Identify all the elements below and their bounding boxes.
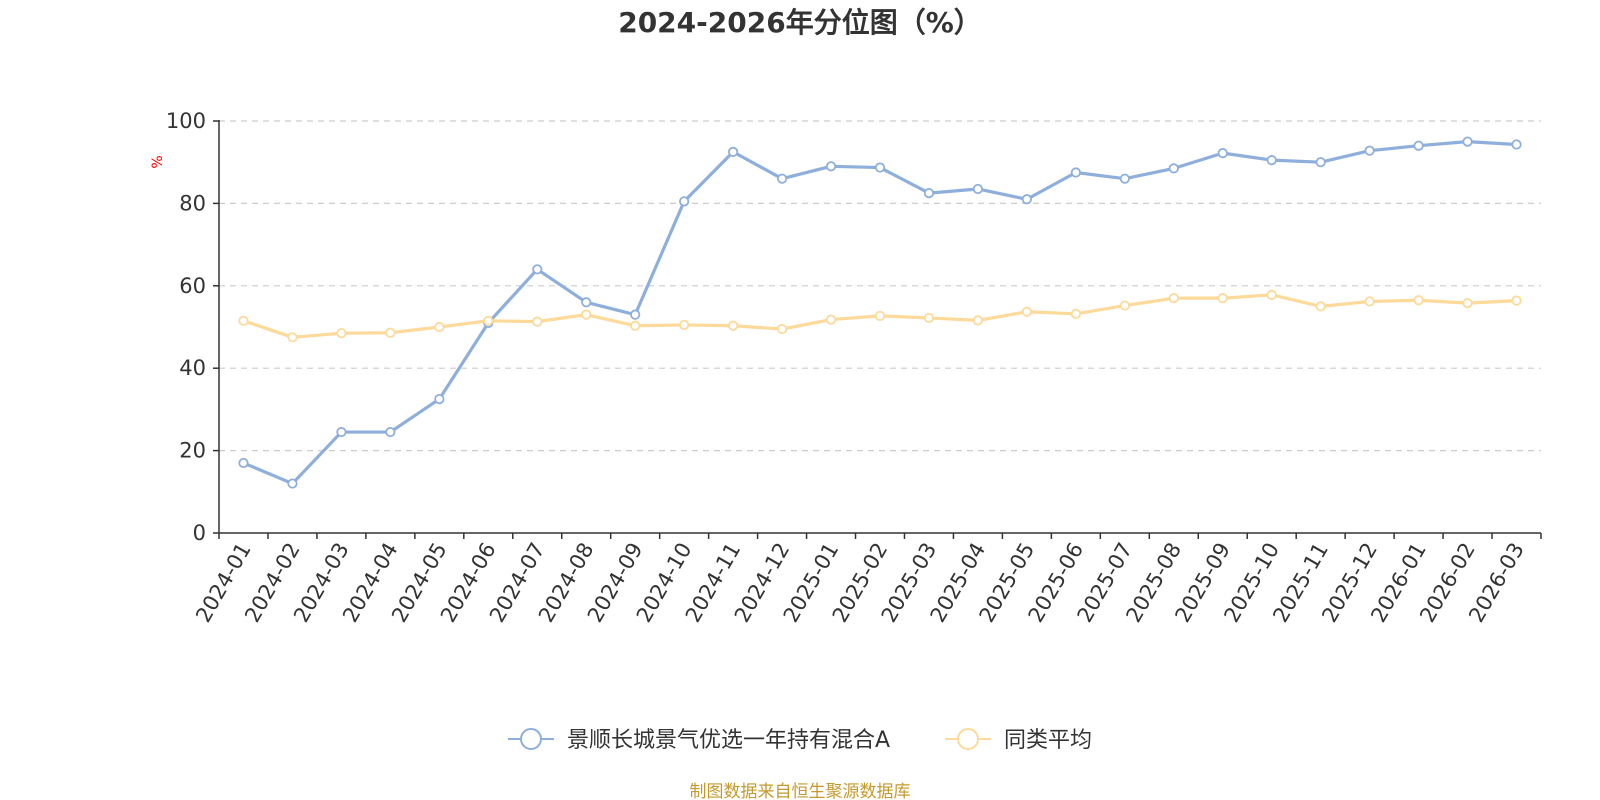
series-2-point-2024-06[interactable] — [483, 315, 494, 326]
series-1-point-2024-10[interactable] — [679, 196, 690, 207]
legend-marker-series-2[interactable] — [957, 728, 979, 750]
series-1-point-2025-10[interactable] — [1266, 155, 1277, 166]
series-2-point-2026-01[interactable] — [1413, 295, 1424, 306]
series-2-point-2024-08[interactable] — [581, 309, 592, 320]
legend-marker-series-1[interactable] — [520, 728, 542, 750]
series-1-point-2026-01[interactable] — [1413, 140, 1424, 151]
y-tick-label-100: 100 — [166, 109, 206, 133]
series-1-point-2025-08[interactable] — [1168, 163, 1179, 174]
series-1-point-2024-05[interactable] — [434, 393, 445, 405]
series-1-point-2026-02[interactable] — [1462, 136, 1473, 147]
series-2-point-2025-11[interactable] — [1315, 301, 1326, 312]
series-2-point-2024-09[interactable] — [630, 320, 641, 331]
series-2-point-2025-04[interactable] — [972, 315, 984, 326]
series-1-point-2025-07[interactable] — [1119, 173, 1130, 184]
series-2-point-2024-11[interactable] — [728, 320, 739, 331]
legend: 景顺长城景气优选一年持有混合A 同类平均 — [508, 728, 1092, 753]
series-2-point-2024-10[interactable] — [679, 319, 690, 331]
series-2-point-2025-10[interactable] — [1266, 289, 1277, 300]
gridlines — [219, 120, 1541, 452]
series-2-point-2024-05[interactable] — [434, 321, 445, 333]
series-lines — [238, 136, 1522, 489]
series-2-point-2025-06[interactable] — [1070, 308, 1081, 319]
series-2-point-2025-09[interactable] — [1217, 293, 1228, 304]
series-1-point-2025-11[interactable] — [1315, 157, 1326, 168]
series-1-point-2024-07[interactable] — [532, 264, 543, 275]
series-2-point-2024-03[interactable] — [336, 328, 347, 339]
series-2-point-2025-01[interactable] — [825, 314, 837, 325]
series-2-point-2024-02[interactable] — [287, 332, 298, 343]
series-1-point-2025-12[interactable] — [1364, 145, 1375, 156]
series-2-point-2025-08[interactable] — [1168, 293, 1179, 304]
series-2-point-2024-01[interactable] — [238, 315, 249, 326]
series-1-point-2024-01[interactable] — [238, 457, 249, 469]
series-2-point-2024-12[interactable] — [776, 323, 788, 335]
series-2-point-2025-05[interactable] — [1021, 306, 1032, 317]
legend-label-series-1[interactable]: 景顺长城景气优选一年持有混合A — [567, 728, 890, 753]
series-1-point-2025-03[interactable] — [923, 188, 935, 199]
series-2-point-2025-12[interactable] — [1364, 296, 1375, 307]
series-1-point-2025-02[interactable] — [874, 162, 886, 173]
y-tick-label-0: 0 — [193, 521, 206, 545]
series-2-point-2024-07[interactable] — [532, 316, 543, 327]
chart-title: 2024-2026年分位图（%） — [618, 6, 982, 39]
data-source-note: 制图数据来自恒生聚源数据库 — [690, 782, 911, 800]
y-tick-label-40: 40 — [179, 356, 206, 380]
series-1-point-2024-04[interactable] — [385, 426, 396, 438]
y-tick-label-80: 80 — [179, 191, 206, 215]
series-2-point-2025-03[interactable] — [923, 312, 935, 324]
series-2-point-2026-03[interactable] — [1511, 295, 1522, 306]
series-1-point-2025-06[interactable] — [1070, 167, 1081, 178]
series-2-point-2025-02[interactable] — [874, 310, 886, 321]
series-1-point-2025-04[interactable] — [972, 183, 984, 195]
series-1-point-2025-09[interactable] — [1217, 148, 1228, 159]
y-tick-label-60: 60 — [179, 274, 206, 298]
series-1-point-2025-01[interactable] — [825, 161, 837, 172]
series-2-point-2025-07[interactable] — [1119, 300, 1130, 311]
series-2-point-2024-04[interactable] — [385, 327, 396, 338]
series-1-point-2024-09[interactable] — [630, 309, 641, 320]
series-1-point-2026-03[interactable] — [1511, 139, 1522, 150]
legend-label-series-2[interactable]: 同类平均 — [1004, 728, 1092, 753]
series-1-point-2024-03[interactable] — [336, 426, 347, 438]
series-1-point-2025-05[interactable] — [1021, 194, 1032, 205]
y-axis-label: % — [150, 155, 166, 168]
series-1-point-2024-02[interactable] — [287, 478, 298, 489]
y-tick-label-20: 20 — [179, 439, 206, 463]
series-1-point-2024-08[interactable] — [581, 297, 592, 308]
series-1-point-2024-11[interactable] — [728, 146, 739, 157]
series-2-point-2026-02[interactable] — [1462, 298, 1473, 309]
series-1-point-2024-12[interactable] — [776, 173, 788, 184]
